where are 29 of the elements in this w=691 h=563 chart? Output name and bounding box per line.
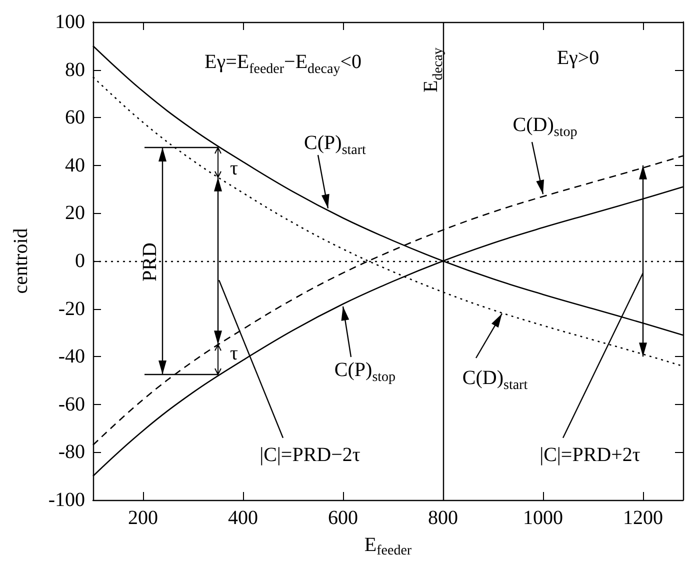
annotation: |C|=PRD+2τ <box>540 444 640 466</box>
y-tick-label: 20 <box>65 202 85 224</box>
x-tick-label: 1000 <box>523 507 563 529</box>
y-tick-label: -20 <box>58 298 85 320</box>
annotation: Eγ=E$_{feeder}$−E$_{decay}$<0 <box>204 51 362 77</box>
x-tick-label: 200 <box>128 507 158 529</box>
annotation: C(D)$_{stop}$ <box>512 114 578 140</box>
annotation: C(P)$_{start}$ <box>304 132 366 158</box>
y-tick-label: 80 <box>65 58 85 81</box>
y-tick-label: -100 <box>48 489 85 511</box>
annotation: τ <box>230 342 238 365</box>
annotation: τ <box>230 157 238 180</box>
x-tick-label: 400 <box>228 507 258 529</box>
annotation: PRD <box>139 242 161 282</box>
x-tick-label: 800 <box>428 507 458 529</box>
y-axis-title: centroid <box>10 228 32 294</box>
x-tick-label: 600 <box>328 507 358 529</box>
y-tick-label: -60 <box>58 393 85 416</box>
y-tick-label: -40 <box>58 346 85 368</box>
y-tick-label: -80 <box>58 441 85 464</box>
annotation: C(P)$_{stop}$ <box>334 359 396 385</box>
y-tick-label: 60 <box>65 106 85 129</box>
y-tick-label: 40 <box>65 154 85 176</box>
annotation: |C|=PRD−2τ <box>260 444 360 466</box>
y-tick-label: 0 <box>75 250 85 272</box>
x-tick-label: 1200 <box>623 507 663 529</box>
y-tick-label: 100 <box>55 11 85 33</box>
annotation: C(D)$_{start}$ <box>462 367 528 393</box>
annotation: Eγ>0 <box>556 47 600 69</box>
